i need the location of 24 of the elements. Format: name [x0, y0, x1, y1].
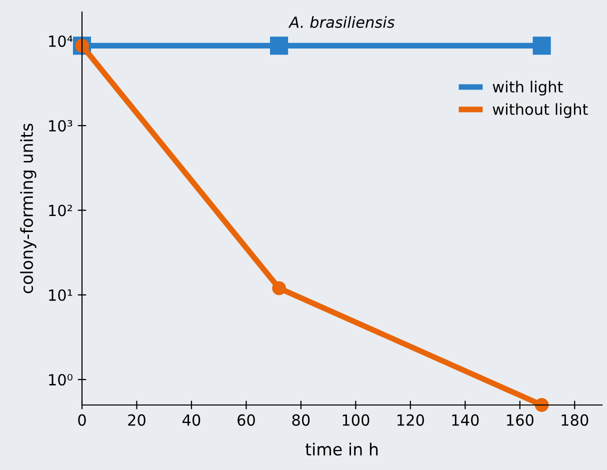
- y-tick-label: 10¹: [49, 289, 72, 301]
- legend-label: without light: [492, 103, 588, 118]
- x-tick-label: 160: [506, 414, 534, 426]
- chart-title: A. brasiliensis: [288, 16, 395, 28]
- x-tick-label: 40: [182, 414, 200, 426]
- point: [272, 281, 286, 296]
- point: [532, 36, 551, 55]
- y-tick-label: 10⁰: [49, 374, 72, 386]
- legend-label: with light: [492, 80, 563, 96]
- x-tick-label: 0: [78, 414, 86, 426]
- x-tick-label: 120: [398, 414, 424, 426]
- point: [270, 36, 288, 55]
- y-tick-label: 10³: [49, 120, 72, 132]
- x-tick-label: 100: [342, 414, 370, 426]
- y-axis-title: colony-forming units: [20, 124, 36, 294]
- x-tick-label: 80: [292, 414, 310, 426]
- y-tick-label: 10²: [49, 204, 72, 216]
- x-tick-label: 20: [128, 414, 146, 426]
- y-tick-label: 10⁴: [49, 35, 72, 48]
- point: [534, 398, 549, 412]
- x-tick-label: 180: [562, 414, 588, 426]
- x-axis-title: time in h: [305, 442, 378, 456]
- x-tick-label: 60: [238, 414, 255, 426]
- x-tick-label: 140: [452, 414, 479, 426]
